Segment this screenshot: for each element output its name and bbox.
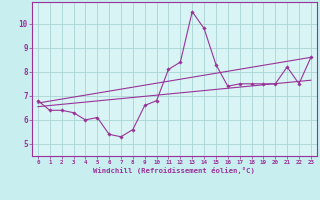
X-axis label: Windchill (Refroidissement éolien,°C): Windchill (Refroidissement éolien,°C): [93, 167, 255, 174]
